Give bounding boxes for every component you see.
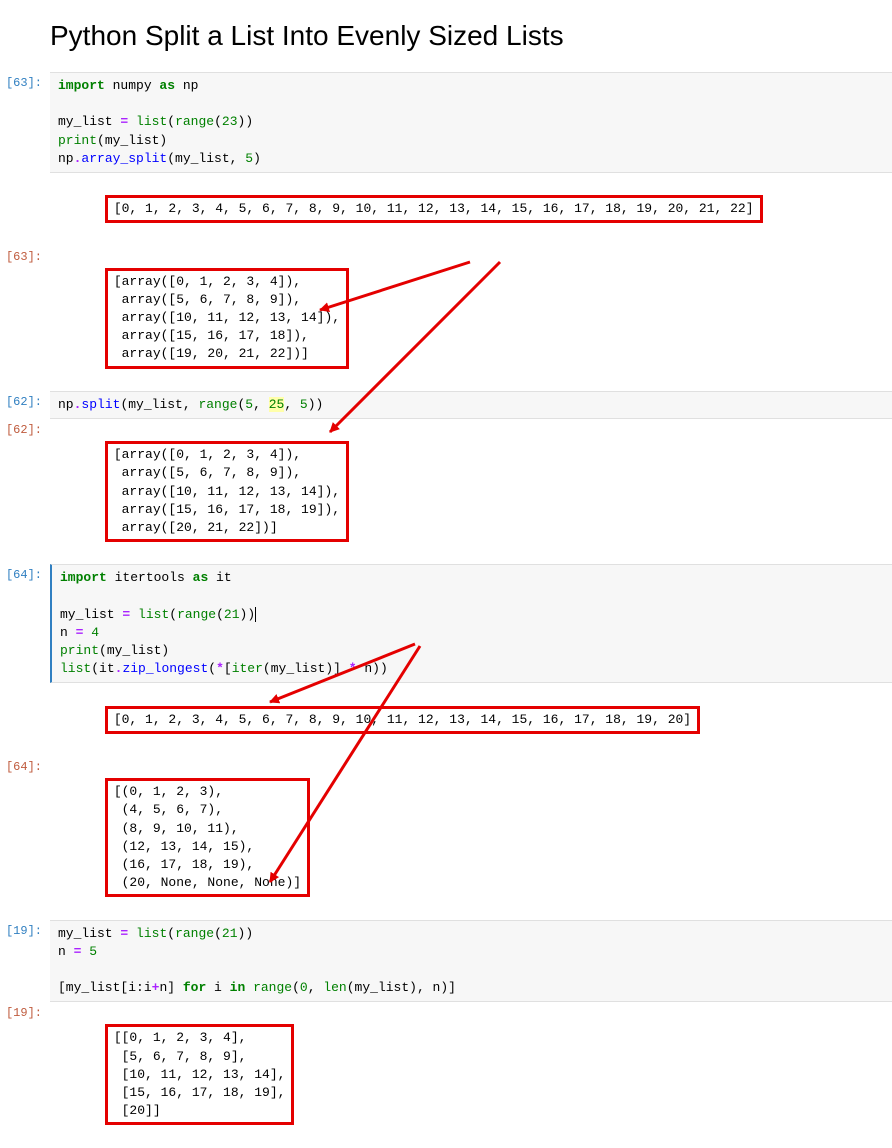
output-cell: [63]: [array([0, 1, 2, 3, 4]), array([5,… [0, 246, 892, 391]
code-input[interactable]: import itertools as it my_list = list(ra… [50, 564, 892, 683]
input-prompt: [64]: [0, 564, 50, 683]
input-cell[interactable]: [64]: import itertools as it my_list = l… [0, 564, 892, 683]
exec-result: [array([0, 1, 2, 3, 4]), array([5, 6, 7,… [50, 419, 892, 564]
page-title: Python Split a List Into Evenly Sized Li… [50, 20, 892, 52]
output-prompt: [64]: [0, 756, 50, 920]
annotation-box: [array([0, 1, 2, 3, 4]), array([5, 6, 7,… [105, 268, 349, 369]
input-cell[interactable]: [19]: my_list = list(range(21)) n = 5 [m… [0, 920, 892, 1003]
code-input[interactable]: import numpy as np my_list = list(range(… [50, 72, 892, 173]
output-prompt: [62]: [0, 419, 50, 564]
annotation-box: [(0, 1, 2, 3), (4, 5, 6, 7), (8, 9, 10, … [105, 778, 310, 897]
stream-output: [0, 1, 2, 3, 4, 5, 6, 7, 8, 9, 10, 11, 1… [50, 683, 892, 756]
output-prompt: [63]: [0, 246, 50, 391]
exec-result: [[0, 1, 2, 3, 4], [5, 6, 7, 8, 9], [10, … [50, 1002, 892, 1147]
annotation-box: [array([0, 1, 2, 3, 4]), array([5, 6, 7,… [105, 441, 349, 542]
output-cell: [62]: [array([0, 1, 2, 3, 4]), array([5,… [0, 419, 892, 564]
input-cell[interactable]: [63]: import numpy as np my_list = list(… [0, 72, 892, 173]
annotation-box: [0, 1, 2, 3, 4, 5, 6, 7, 8, 9, 10, 11, 1… [105, 195, 763, 223]
stream-output-cell: [0, 1, 2, 3, 4, 5, 6, 7, 8, 9, 10, 11, 1… [0, 173, 892, 246]
input-prompt: [19]: [0, 920, 50, 1003]
input-prompt: [63]: [0, 72, 50, 173]
input-prompt: [62]: [0, 391, 50, 419]
stream-output: [0, 1, 2, 3, 4, 5, 6, 7, 8, 9, 10, 11, 1… [50, 173, 892, 246]
code-input[interactable]: my_list = list(range(21)) n = 5 [my_list… [50, 920, 892, 1003]
notebook-container: [63]: import numpy as np my_list = list(… [0, 72, 892, 1148]
output-prompt: [19]: [0, 1002, 50, 1147]
input-cell[interactable]: [62]: np.split(my_list, range(5, 25, 5)) [0, 391, 892, 419]
output-cell: [64]: [(0, 1, 2, 3), (4, 5, 6, 7), (8, 9… [0, 756, 892, 920]
stream-output-cell: [0, 1, 2, 3, 4, 5, 6, 7, 8, 9, 10, 11, 1… [0, 683, 892, 756]
annotation-box: [[0, 1, 2, 3, 4], [5, 6, 7, 8, 9], [10, … [105, 1024, 295, 1125]
annotation-box: [0, 1, 2, 3, 4, 5, 6, 7, 8, 9, 10, 11, 1… [105, 706, 700, 734]
exec-result: [(0, 1, 2, 3), (4, 5, 6, 7), (8, 9, 10, … [50, 756, 892, 920]
empty-prompt [0, 683, 50, 756]
code-input[interactable]: np.split(my_list, range(5, 25, 5)) [50, 391, 892, 419]
exec-result: [array([0, 1, 2, 3, 4]), array([5, 6, 7,… [50, 246, 892, 391]
empty-prompt [0, 173, 50, 246]
output-cell: [19]: [[0, 1, 2, 3, 4], [5, 6, 7, 8, 9],… [0, 1002, 892, 1147]
